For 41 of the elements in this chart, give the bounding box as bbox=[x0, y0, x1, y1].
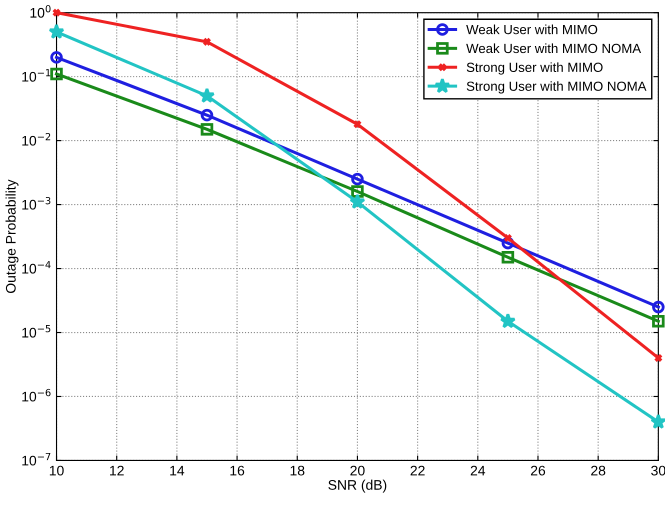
x-tick-label: 28 bbox=[591, 466, 606, 476]
legend-label: Strong User with MIMO NOMA bbox=[466, 81, 646, 94]
point bbox=[50, 68, 63, 80]
point bbox=[202, 37, 212, 46]
x-tick-label: 24 bbox=[470, 466, 486, 476]
point bbox=[351, 172, 364, 186]
y-tick-label: 10$^{−2}$ bbox=[22, 132, 50, 146]
point bbox=[200, 123, 214, 136]
point bbox=[500, 312, 516, 328]
x-tick-label: 18 bbox=[290, 466, 304, 476]
x-tick-label: 20 bbox=[350, 466, 365, 476]
x-tick-label: 22 bbox=[410, 466, 425, 476]
y-tick-label: 10$^{−3}$ bbox=[22, 196, 50, 210]
point bbox=[349, 194, 366, 209]
y-axis-title: Outage Probability bbox=[6, 179, 18, 294]
point bbox=[503, 234, 512, 243]
legend-label: Weak User with MIMO NOMA bbox=[466, 43, 642, 54]
point bbox=[50, 51, 63, 64]
legend-label: Weak User with MIMO bbox=[466, 24, 598, 34]
point bbox=[352, 120, 362, 129]
point bbox=[351, 185, 364, 198]
x-tick-label: 26 bbox=[530, 466, 546, 476]
point bbox=[652, 314, 665, 328]
y-tick-label: 10$^{−5}$ bbox=[22, 325, 50, 338]
point bbox=[200, 108, 214, 122]
x-tick-label: 16 bbox=[230, 466, 244, 476]
point bbox=[502, 251, 514, 264]
point bbox=[650, 414, 665, 429]
x-tick-label: 10 bbox=[50, 466, 64, 476]
y-tick-label: 10$^{0}$ bbox=[30, 5, 51, 18]
y-tick-label: 10$^{−4}$ bbox=[22, 261, 51, 274]
point bbox=[48, 24, 65, 39]
x-tick-label: 12 bbox=[110, 466, 124, 476]
x-tick-label: 14 bbox=[170, 466, 184, 476]
point bbox=[198, 88, 215, 103]
y-tick-label: 10$^{−6}$ bbox=[22, 388, 51, 402]
y-tick-label: 10$^{−7}$ bbox=[22, 452, 50, 466]
legend-label: Strong User with MIMO bbox=[466, 62, 603, 75]
x-axis-title: SNR (dB) bbox=[328, 480, 386, 493]
y-tick-label: 10$^{−1}$ bbox=[22, 69, 50, 82]
point bbox=[652, 300, 665, 314]
